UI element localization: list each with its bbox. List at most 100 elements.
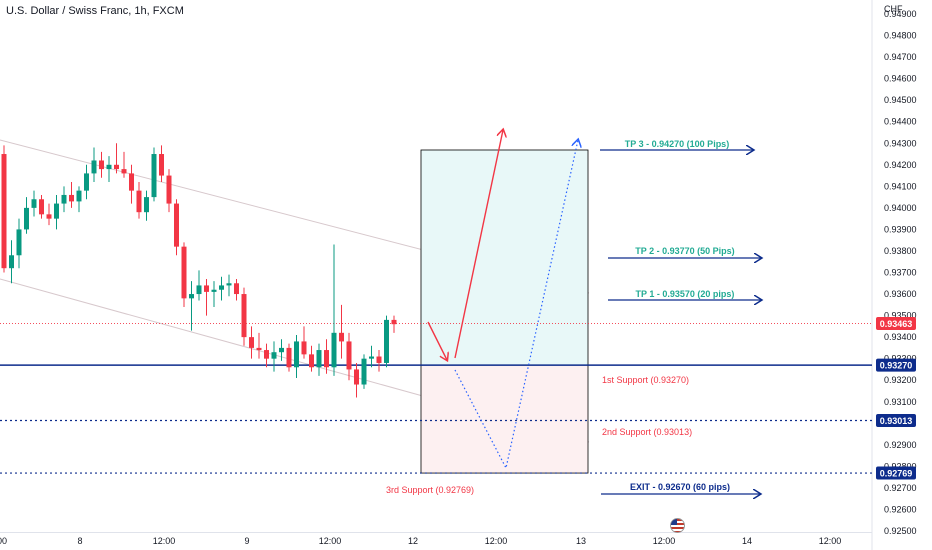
candle-body [286, 347, 292, 368]
candle-body [106, 164, 112, 170]
candle-body [339, 332, 344, 342]
annotation-label: 3rd Support (0.92769) [386, 485, 474, 495]
price-label-text: 0.92769 [880, 468, 913, 478]
candle-body [226, 283, 232, 286]
x-tick-label: 12:00 [653, 536, 676, 546]
candle-body [9, 255, 14, 269]
us-flag-icon[interactable] [670, 518, 685, 533]
y-tick-label: 0.93700 [884, 268, 917, 278]
y-tick-label: 0.94900 [884, 9, 917, 19]
candle-body [196, 285, 202, 295]
x-tick-label: 12:00 [153, 536, 176, 546]
x-tick-label: 12:00 [819, 536, 842, 546]
price-label-box [876, 317, 916, 331]
projection-arrow-up [454, 130, 503, 359]
candle-body [69, 194, 74, 202]
y-tick-label: 0.93400 [884, 332, 917, 342]
x-tick-label: 12:00 [485, 536, 508, 546]
candle-body [211, 289, 217, 292]
x-tick-label: 12:00 [319, 536, 342, 546]
candle-body [249, 337, 254, 348]
annotation-label: TP 3 - 0.94270 (100 Pips) [625, 139, 729, 149]
candle-body [256, 347, 262, 351]
candle-body [204, 285, 209, 292]
chart-title: U.S. Dollar / Swiss Franc, 1h, FXCM [6, 5, 184, 17]
candle-body [46, 214, 52, 219]
price-axis [872, 0, 932, 550]
candle-body [354, 369, 359, 385]
candle-body [384, 319, 389, 363]
y-tick-label: 0.92900 [884, 440, 917, 450]
y-tick-label: 0.94000 [884, 203, 917, 213]
y-tick-label: 0.92500 [884, 526, 917, 536]
take-profit-zone [420, 149, 589, 366]
candle-body [144, 197, 149, 213]
candle-body [129, 173, 134, 191]
stop-loss-zone [420, 364, 589, 474]
candle-body [234, 283, 239, 295]
candle-body [316, 350, 322, 368]
y-tick-label: 0.94200 [884, 160, 917, 170]
candle-body [99, 160, 104, 170]
y-tick-label: 0.94300 [884, 138, 917, 148]
y-tick-label: 0.93600 [884, 289, 917, 299]
candle-body [166, 175, 172, 204]
y-tick-label: 0.93100 [884, 397, 917, 407]
x-tick-label: 9 [244, 536, 249, 546]
candle-body [16, 229, 22, 256]
y-tick-label: 0.94800 [884, 31, 917, 41]
candle-body [1, 154, 7, 269]
y-tick-label: 0.93200 [884, 375, 917, 385]
y-tick-label: 0.94500 [884, 95, 917, 105]
candle-body [324, 350, 329, 368]
candle-body [391, 319, 397, 325]
candle-body [54, 203, 59, 219]
x-tick-label: 14 [742, 536, 752, 546]
candle-body [264, 350, 269, 359]
candle-body [346, 341, 352, 370]
y-tick-label: 0.92700 [884, 483, 917, 493]
candle-body [136, 190, 142, 213]
candle-body [181, 246, 187, 299]
candle-body [61, 194, 67, 204]
x-tick-label: 00 [0, 536, 7, 546]
price-label-box [876, 466, 916, 480]
annotation-label: 1st Support (0.93270) [602, 375, 689, 385]
alternate-path-dotted [454, 140, 578, 470]
annotation-label: TP 2 - 0.93770 (50 Pips) [635, 246, 734, 256]
candles-group [1, 143, 397, 398]
annotation-label: TP 1 - 0.93570 (20 pips) [636, 289, 735, 299]
x-tick-label: 8 [77, 536, 82, 546]
y-tick-label: 0.92600 [884, 504, 917, 514]
y-tick-label: 0.94400 [884, 117, 917, 127]
candle-body [91, 160, 97, 174]
x-tick-label: 13 [576, 536, 586, 546]
candle-body [369, 356, 374, 359]
candle-body [39, 199, 44, 215]
candle-body [189, 294, 194, 299]
candle-body [279, 347, 284, 353]
x-tick-label: 12 [408, 536, 418, 546]
candle-body [219, 285, 224, 290]
candle-body [174, 203, 179, 247]
currency-label: CHF [884, 4, 903, 14]
candle-body [301, 341, 307, 355]
candle-body [114, 164, 119, 170]
y-tick-label: 0.93500 [884, 311, 917, 321]
y-tick-label: 0.94100 [884, 181, 917, 191]
candle-body [24, 207, 29, 230]
price-label-box [876, 413, 916, 427]
candle-body [151, 154, 157, 198]
candle-body [159, 154, 164, 176]
candle-body [361, 358, 367, 385]
candle-body [294, 341, 299, 368]
candle-body [376, 356, 382, 363]
candle-body [331, 332, 337, 368]
candle-body [241, 294, 247, 338]
candle-body [84, 173, 89, 191]
price-label-text: 0.93013 [880, 416, 913, 426]
price-label-text: 0.93463 [880, 319, 913, 329]
annotation-label: 2nd Support (0.93013) [602, 427, 692, 437]
